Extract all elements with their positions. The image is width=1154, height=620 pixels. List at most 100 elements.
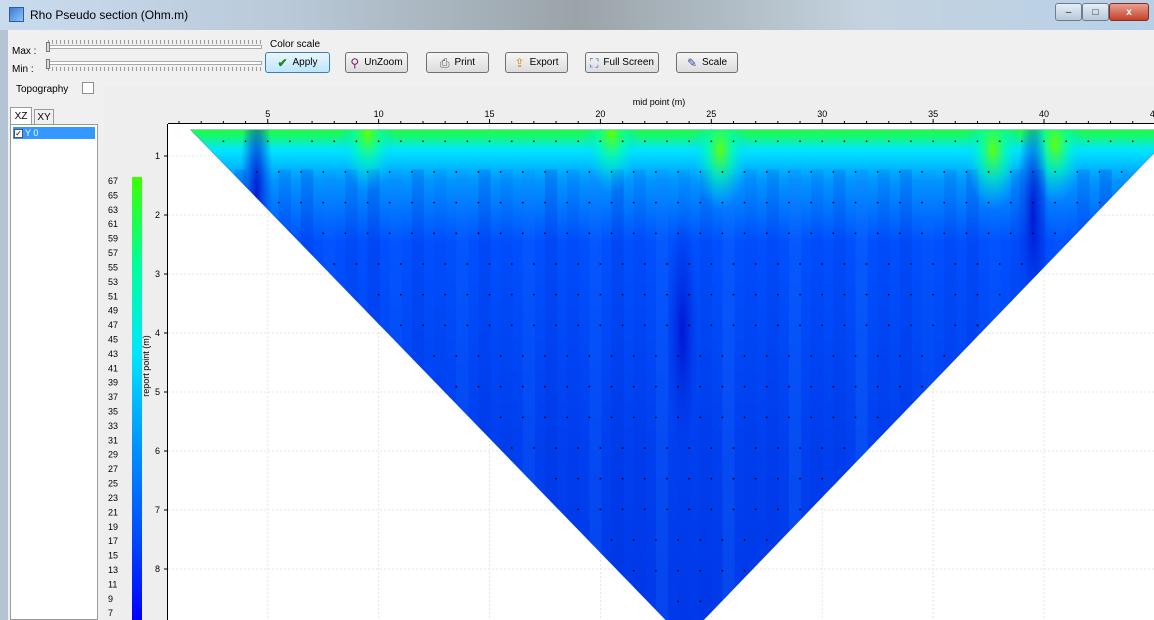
printer-icon: ⎙ <box>439 55 450 70</box>
data-point <box>1032 232 1034 235</box>
data-point <box>765 201 768 204</box>
max-slider[interactable] <box>48 45 262 49</box>
x-tick-label: 35 <box>928 109 938 119</box>
scale-icon: ✎ <box>686 55 698 70</box>
data-point <box>876 385 879 388</box>
data-point <box>588 416 591 419</box>
data-point <box>810 355 813 357</box>
plot-area[interactable]: 51015202530354045 mid point (m) 12345678… <box>104 86 1154 620</box>
data-point <box>577 324 580 327</box>
data-point <box>510 293 513 296</box>
low-resistivity-zone <box>666 213 699 453</box>
data-point <box>699 171 702 173</box>
color-scale-label: 15 <box>108 551 118 561</box>
pseudo-section-chart[interactable]: 51015202530354045 mid point (m) 12345678… <box>104 86 1154 620</box>
color-scale-label: 35 <box>108 407 118 417</box>
section-texture <box>788 169 802 620</box>
data-point <box>621 477 624 480</box>
section-texture <box>567 169 580 620</box>
scale-button[interactable]: ✎ Scale <box>676 52 738 73</box>
list-item-checkbox[interactable]: ✓ <box>14 128 23 138</box>
data-point <box>810 232 813 235</box>
color-scale-label: 39 <box>108 378 118 388</box>
data-point <box>621 508 624 511</box>
max-slider-thumb[interactable] <box>46 42 50 52</box>
data-point <box>666 263 668 265</box>
apply-button[interactable]: ✔ Apply <box>265 52 330 73</box>
data-point <box>1065 140 1068 143</box>
list-item[interactable]: ✓ Y 0 <box>13 127 95 139</box>
data-point <box>455 385 458 388</box>
data-point <box>965 232 968 235</box>
data-point <box>754 508 757 511</box>
data-point <box>898 201 901 204</box>
data-point <box>510 447 513 449</box>
data-point <box>577 293 580 296</box>
topography-checkbox[interactable] <box>82 82 94 94</box>
data-point <box>588 385 591 388</box>
data-point <box>743 171 746 173</box>
color-scale-gradient <box>132 177 142 620</box>
data-point <box>998 263 1001 265</box>
data-point <box>510 140 513 143</box>
data-point <box>1131 140 1134 143</box>
y-tick-label: 6 <box>155 446 160 456</box>
maximize-button[interactable]: □ <box>1082 3 1109 21</box>
data-point <box>355 263 358 265</box>
min-slider-thumb[interactable] <box>46 59 50 69</box>
data-point <box>322 232 325 235</box>
data-point <box>588 232 591 235</box>
data-point <box>499 355 502 357</box>
data-point <box>643 293 646 296</box>
fullscreen-button[interactable]: ⛶ Full Screen <box>585 52 659 73</box>
data-point <box>898 355 901 357</box>
data-point <box>987 232 990 235</box>
data-point <box>998 293 1001 296</box>
data-point <box>910 140 912 143</box>
data-point <box>510 263 513 265</box>
minimize-button[interactable]: – <box>1055 3 1082 21</box>
color-scale-label: 41 <box>108 363 118 373</box>
data-point <box>621 324 624 327</box>
data-point <box>566 171 569 173</box>
data-point <box>943 232 946 235</box>
data-point <box>921 355 923 357</box>
min-slider[interactable] <box>48 61 262 65</box>
data-point <box>976 324 979 327</box>
data-point <box>632 355 635 357</box>
data-point <box>710 447 713 449</box>
data-point <box>965 201 968 204</box>
data-point <box>843 263 846 265</box>
section-texture <box>611 169 624 620</box>
data-point <box>765 539 768 541</box>
section-texture <box>633 169 646 620</box>
window-title: Rho Pseudo section (Ohm.m) <box>30 8 189 22</box>
unzoom-button[interactable]: ⚲ UnZoom <box>345 52 408 73</box>
data-point <box>743 385 746 388</box>
data-point <box>599 140 602 143</box>
export-button[interactable]: ⇪ Export <box>505 52 568 73</box>
data-point <box>344 201 347 204</box>
data-point <box>544 201 546 204</box>
data-point <box>544 355 546 357</box>
data-point <box>976 140 979 143</box>
window-content: Max : Min : Color scale ✔ Apply ⚲ UnZoom… <box>8 30 1154 620</box>
data-point <box>954 324 957 327</box>
data-point <box>688 140 691 143</box>
data-point <box>399 324 402 327</box>
data-point <box>677 569 679 572</box>
data-point <box>366 171 369 173</box>
section-texture <box>655 169 669 620</box>
data-point <box>1032 171 1034 173</box>
data-point <box>887 263 890 265</box>
tab-xz[interactable]: XZ <box>10 107 32 125</box>
y-tick-label: 2 <box>155 210 160 220</box>
data-point <box>954 140 957 143</box>
close-button[interactable]: x <box>1109 3 1149 21</box>
tab-xy[interactable]: XY <box>34 109 54 125</box>
data-point <box>277 201 280 204</box>
data-point <box>910 293 912 296</box>
x-tick-label: 40 <box>1039 109 1049 119</box>
print-button[interactable]: ⎙ Print <box>426 52 489 73</box>
color-scale-label: 49 <box>108 306 118 316</box>
